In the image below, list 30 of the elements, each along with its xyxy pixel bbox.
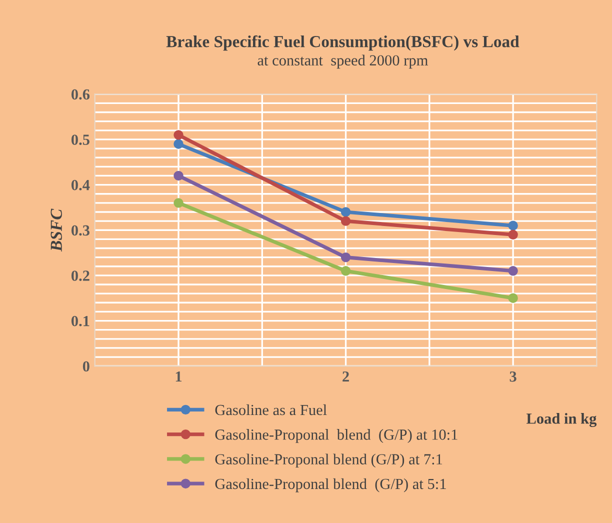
point bbox=[174, 139, 184, 149]
y-tick-label: 0.5 bbox=[71, 134, 90, 145]
point bbox=[340, 252, 351, 262]
legend-label: Gasoline-Proponal blend (G/P) at 5:1 bbox=[215, 478, 446, 492]
point bbox=[340, 216, 351, 226]
y-tick-label: 0.3 bbox=[71, 225, 90, 236]
y-tick-label: 0.2 bbox=[71, 270, 90, 281]
point bbox=[174, 130, 184, 140]
legend-label: Gasoline-Proponal blend (G/P) at 10:1 bbox=[215, 429, 458, 443]
point bbox=[508, 266, 518, 276]
y-axis-title: BSFC bbox=[50, 208, 62, 252]
point bbox=[508, 230, 518, 240]
x-tick-label: 1 bbox=[176, 371, 182, 382]
x-tick-label: 2 bbox=[342, 371, 349, 382]
y-tick-label: 0 bbox=[82, 361, 90, 372]
legend-label: Gasoline-Proponal blend (G/P) at 7:1 bbox=[215, 454, 442, 468]
point bbox=[174, 198, 184, 208]
point bbox=[340, 207, 351, 217]
chart-subtitle: at constant speed 2000 rpm bbox=[258, 54, 428, 69]
y-tick-label: 0.1 bbox=[71, 316, 90, 326]
point bbox=[340, 266, 351, 276]
point bbox=[508, 220, 518, 230]
legend-label: Gasoline as a Fuel bbox=[215, 404, 327, 416]
point bbox=[508, 293, 518, 303]
x-axis-title: Load in kg bbox=[526, 413, 597, 428]
y-tick-label: 0.4 bbox=[71, 180, 90, 190]
y-tick-label: 0.6 bbox=[71, 89, 90, 100]
point bbox=[174, 170, 184, 181]
chart-title: Brake Specific Fuel Consumption(BSFC) vs Load bbox=[166, 35, 520, 51]
x-tick-label: 3 bbox=[510, 371, 516, 382]
